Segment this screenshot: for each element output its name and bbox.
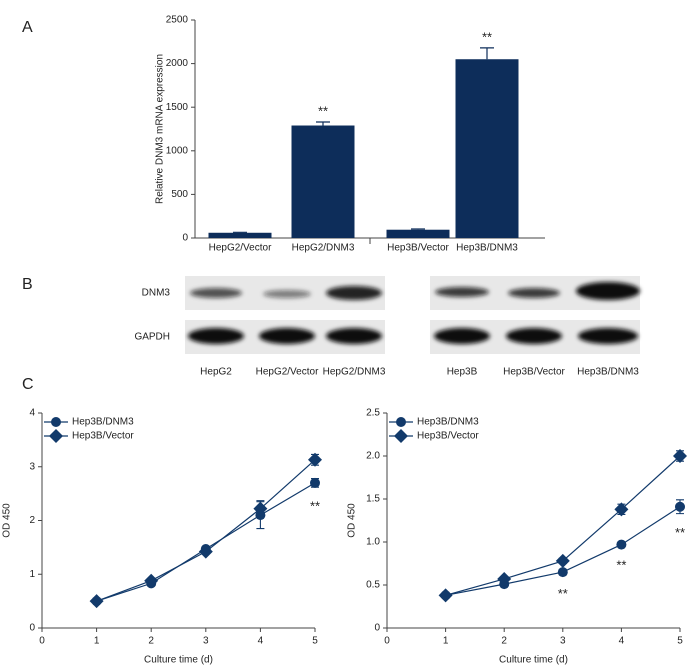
lane-label: Hep3B	[447, 367, 478, 378]
marker	[144, 573, 159, 588]
legend-label: Hep3B/DNM3	[417, 417, 479, 428]
y-tick-label: 1.0	[366, 537, 380, 548]
y-axis-label: Relative DNM3 mRNA expression	[155, 54, 166, 204]
x-tick-label: 5	[312, 636, 318, 647]
marker	[308, 452, 322, 467]
x-tick-label: 2	[148, 636, 154, 647]
bar	[291, 125, 355, 238]
y-tick-label: 2.0	[366, 451, 380, 462]
panel-label: B	[22, 276, 33, 293]
marker	[89, 594, 104, 609]
legend-marker	[396, 417, 406, 427]
x-tick-label: 2	[501, 636, 507, 647]
x-tick-label: 4	[258, 636, 264, 647]
legend-marker	[49, 429, 63, 443]
row-label: DNM3	[142, 288, 171, 299]
panel-label: C	[22, 376, 34, 393]
significance: **	[616, 558, 626, 573]
blot-image	[185, 276, 640, 354]
marker	[555, 553, 570, 568]
lane-label: HepG2/Vector	[256, 367, 319, 378]
marker	[310, 477, 320, 488]
y-axis-label: OD 450	[347, 503, 358, 538]
y-tick-label: 3	[29, 461, 35, 472]
marker	[438, 588, 453, 603]
legend-label: Hep3B/Vector	[417, 431, 479, 442]
bar	[455, 59, 519, 238]
y-tick-label: 0.5	[366, 580, 380, 591]
line	[96, 459, 316, 602]
error-bar	[480, 47, 494, 60]
x-tick-label: 3	[560, 636, 566, 647]
line	[445, 506, 681, 596]
marker	[497, 571, 512, 586]
line	[96, 482, 316, 602]
y-tick-label: 0	[182, 233, 188, 244]
x-tick-label: 0	[39, 636, 45, 647]
marker	[614, 502, 629, 517]
y-tick-label: 2500	[166, 15, 189, 26]
marker	[673, 449, 687, 463]
lane-label: Hep3B/DNM3	[577, 367, 639, 378]
significance: **	[318, 103, 328, 118]
x-tick-label: 0	[384, 636, 390, 647]
x-tick-label: HepG2/DNM3	[292, 243, 355, 254]
lane-label: HepG2	[200, 367, 232, 378]
marker	[675, 501, 685, 512]
y-tick-label: 2.5	[366, 408, 380, 419]
x-tick-label: 4	[619, 636, 625, 647]
x-tick-label: HepG2/Vector	[209, 243, 272, 254]
x-tick-label: 1	[443, 636, 449, 647]
x-axis-label: Culture time (d)	[499, 655, 568, 666]
y-tick-label: 2000	[166, 58, 189, 69]
y-tick-label: 1	[29, 569, 35, 580]
x-tick-label: Hep3B/Vector	[387, 243, 449, 254]
y-tick-label: 1000	[166, 145, 189, 156]
panel-label: A	[22, 19, 33, 36]
y-tick-label: 1.5	[366, 494, 380, 505]
significance: **	[558, 586, 568, 601]
y-axis-label: OD 450	[2, 503, 13, 538]
marker	[616, 539, 627, 550]
lane-label: Hep3B/Vector	[503, 367, 565, 378]
row-label: GAPDH	[134, 332, 170, 343]
significance: **	[310, 499, 320, 514]
bar	[386, 229, 450, 238]
error-bar	[316, 121, 330, 126]
legend-marker	[394, 429, 408, 443]
bar	[208, 232, 272, 238]
y-tick-label: 500	[171, 189, 188, 200]
y-tick-label: 1500	[166, 102, 189, 113]
x-tick-label: 1	[94, 636, 100, 647]
marker	[198, 544, 213, 559]
y-tick-label: 0	[29, 623, 35, 634]
marker	[253, 501, 268, 516]
significance: **	[482, 29, 492, 44]
legend-label: Hep3B/DNM3	[72, 417, 134, 428]
x-tick-label: 5	[677, 636, 683, 647]
lane-label: HepG2/DNM3	[323, 367, 386, 378]
error-bar	[411, 228, 425, 230]
x-tick-label: Hep3B/DNM3	[456, 243, 518, 254]
y-tick-label: 0	[374, 623, 380, 634]
legend-label: Hep3B/Vector	[72, 431, 134, 442]
marker	[557, 567, 568, 578]
x-tick-label: 3	[203, 636, 209, 647]
x-axis-label: Culture time (d)	[144, 655, 213, 666]
significance: **	[675, 525, 685, 540]
legend-marker	[51, 417, 61, 427]
y-tick-label: 2	[29, 515, 35, 526]
y-tick-label: 4	[29, 408, 35, 419]
